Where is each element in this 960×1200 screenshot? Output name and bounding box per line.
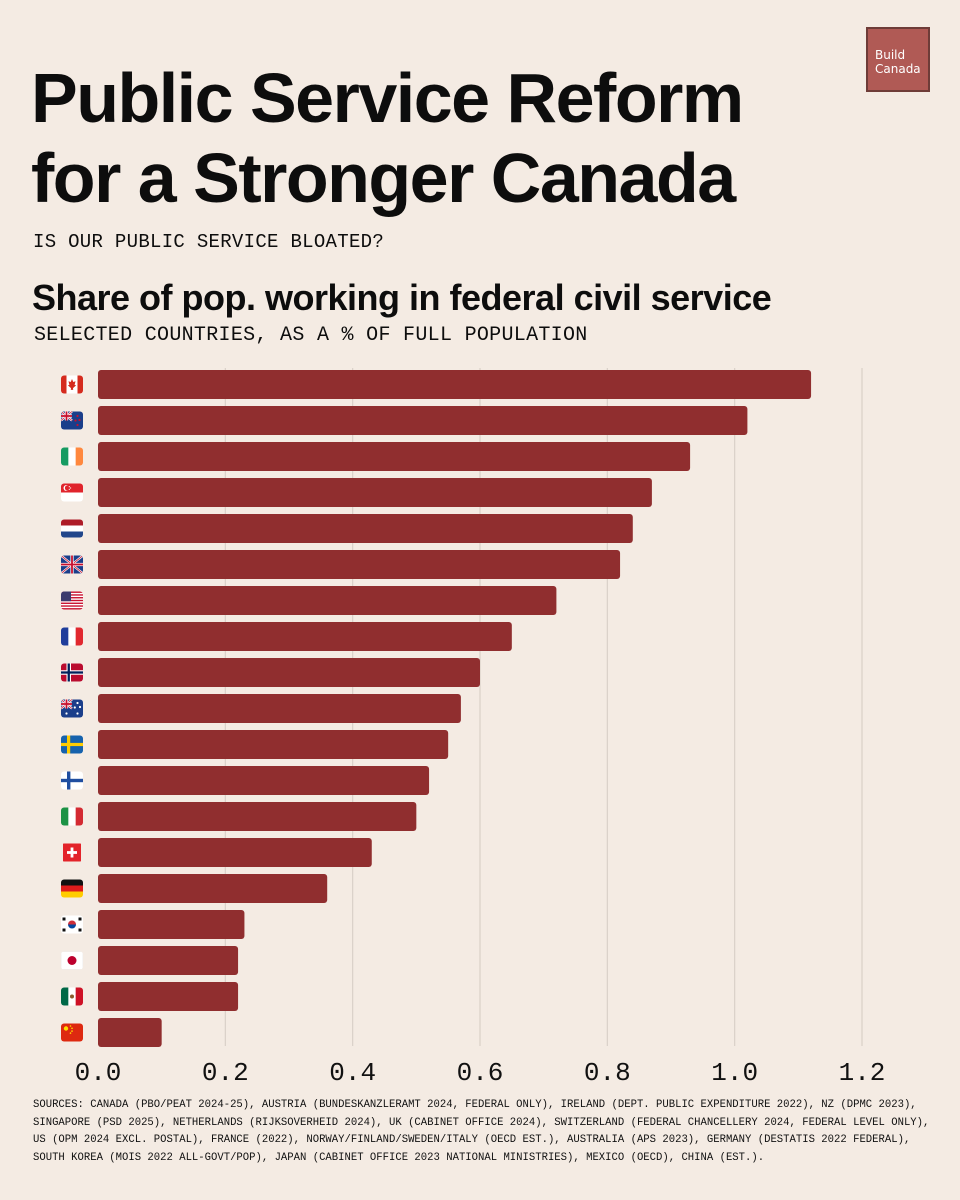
- flag-china-icon: [61, 1023, 83, 1042]
- flag-norway-icon: [61, 663, 83, 682]
- flag-netherlands-icon: [61, 519, 83, 538]
- bar-china: [98, 1018, 162, 1047]
- bar-switzerland: [98, 838, 372, 867]
- bar-france: [98, 622, 512, 651]
- sources-note: SOURCES: CANADA (PBO/PEAT 2024-25), AUST…: [33, 1099, 930, 1164]
- flag-japan-icon: [61, 951, 83, 970]
- flag-mexico-icon: [61, 987, 83, 1006]
- logo-line-1: Build: [875, 48, 906, 62]
- flag-canada-icon: [61, 375, 83, 394]
- flag-finland-icon: [61, 771, 83, 790]
- flag-australia-icon: [61, 699, 83, 718]
- flag-singapore-icon: [61, 483, 83, 502]
- chart-subtitle: SELECTED COUNTRIES, AS A % OF FULL POPUL…: [34, 324, 588, 347]
- bar-canada: [98, 370, 812, 399]
- flag-new-zealand-icon: [61, 411, 83, 430]
- bar-italy: [98, 802, 417, 831]
- x-tick-label: 0.4: [329, 1058, 376, 1088]
- x-tick-label: 0.6: [457, 1058, 504, 1088]
- build-canada-logo: Build Canada: [866, 27, 930, 92]
- bar-chart: 0.0 0.2 0.4 0.6 0.8 1.0 1.2: [61, 368, 886, 1088]
- x-tick-label: 1.0: [711, 1058, 758, 1088]
- bar-united-states: [98, 586, 557, 615]
- x-tick-label: 1.2: [839, 1058, 886, 1088]
- chart-title: Share of pop. working in federal civil s…: [32, 277, 772, 318]
- flag-united-states-icon: [61, 591, 83, 610]
- bar-ireland: [98, 442, 691, 471]
- bar-norway: [98, 658, 480, 687]
- flag-ireland-icon: [61, 447, 83, 466]
- x-tick-label: 0.8: [584, 1058, 631, 1088]
- bar-sweden: [98, 730, 449, 759]
- page-title-line-2: for a Stronger Canada: [31, 139, 736, 217]
- bar-netherlands: [98, 514, 633, 543]
- bar-australia: [98, 694, 461, 723]
- bar-united-kingdom: [98, 550, 621, 579]
- flag-germany-icon: [61, 879, 83, 898]
- flag-france-icon: [61, 627, 83, 646]
- bar-south-korea: [98, 910, 245, 939]
- bar-finland: [98, 766, 430, 795]
- flag-sweden-icon: [61, 735, 83, 754]
- x-tick-label: 0.2: [202, 1058, 249, 1088]
- bar-japan: [98, 946, 239, 975]
- flag-south-korea-icon: [61, 915, 83, 934]
- page-title: Public Service Reform for a Stronger Can…: [31, 58, 744, 218]
- logo-line-2: Canada: [875, 62, 921, 76]
- page-kicker: IS OUR PUBLIC SERVICE BLOATED?: [33, 231, 385, 253]
- bar-new-zealand: [98, 406, 748, 435]
- bar-mexico: [98, 982, 239, 1011]
- x-tick-label: 0.0: [75, 1058, 122, 1088]
- page-title-line-1: Public Service Reform: [31, 59, 744, 137]
- flag-italy-icon: [61, 807, 83, 826]
- bar-germany: [98, 874, 328, 903]
- flag-united-kingdom-icon: [61, 555, 83, 574]
- bar-singapore: [98, 478, 652, 507]
- flag-switzerland-icon: [63, 843, 81, 862]
